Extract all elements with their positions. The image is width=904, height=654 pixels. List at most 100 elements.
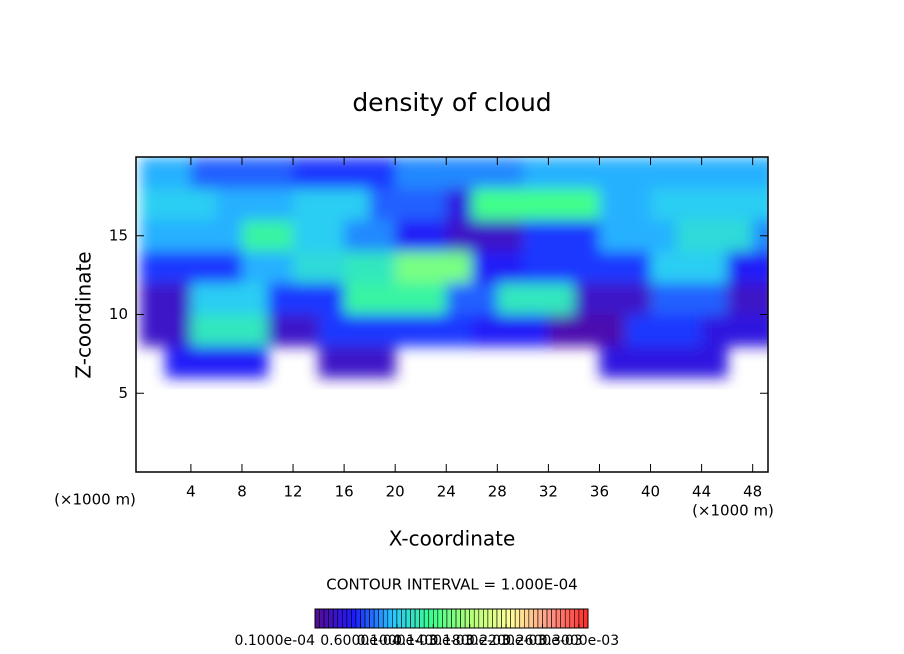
- colorbar-swatch: [319, 608, 325, 629]
- heat-cell: [216, 346, 243, 378]
- heat-cell: [420, 157, 447, 189]
- heat-cell: [369, 157, 396, 189]
- colorbar-swatch: [401, 608, 407, 629]
- heat-cell: [190, 314, 217, 347]
- heat-cell: [344, 283, 371, 315]
- heat-cell: [599, 157, 626, 189]
- heat-cell: [701, 346, 728, 378]
- heat-cell: [599, 188, 626, 221]
- colorbar-swatch: [382, 608, 389, 629]
- colorbar-frame: [314, 608, 589, 629]
- heat-cell: [190, 346, 217, 378]
- colorbar: 0.1000e-04 0.6000e-040.1000e-030.1400e-03…: [235, 608, 619, 649]
- colorbar-swatch: [369, 608, 375, 629]
- heat-cell: [395, 220, 422, 252]
- colorbar-tick-label: 0.6000e-04: [320, 633, 401, 649]
- colorbar-swatch: [351, 608, 357, 629]
- heat-cell: [599, 346, 626, 378]
- heat-cell: [318, 188, 345, 221]
- colorbar-swatch: [437, 608, 443, 629]
- heat-cell: [344, 251, 371, 284]
- heat-cell: [420, 283, 447, 315]
- heat-cell: [190, 188, 217, 221]
- colorbar-swatch: [432, 608, 439, 629]
- colorbar-tick-label: 0.1000e-04: [235, 633, 316, 649]
- colorbar-swatch: [341, 608, 348, 629]
- colorbar-tick-label: 0.2600e-03: [502, 633, 582, 649]
- heat-cell: [344, 220, 371, 252]
- heat-cell: [216, 157, 243, 189]
- heat-cell: [293, 283, 320, 315]
- heat-cell: [293, 157, 320, 189]
- x-tick-label: 4: [186, 483, 196, 501]
- heat-cell: [573, 314, 600, 347]
- heat-cell: [573, 283, 600, 315]
- heat-cell: [241, 251, 269, 284]
- colorbar-swatch: [551, 608, 557, 629]
- heat-cell: [165, 188, 192, 221]
- x-tick-label: 16: [335, 483, 354, 501]
- y-unit-label: (×1000 m): [54, 491, 136, 509]
- heat-cell: [446, 314, 473, 347]
- heat-cell: [318, 346, 345, 378]
- colorbar-swatch: [410, 608, 416, 629]
- heat-cell: [727, 314, 754, 347]
- heat-cell: [165, 346, 192, 378]
- heat-cell: [727, 188, 754, 221]
- colorbar-swatch: [455, 608, 461, 629]
- heat-cell: [548, 157, 575, 189]
- colorbar-swatch: [323, 608, 329, 629]
- heat-cell: [701, 220, 728, 252]
- colorbar-swatch: [423, 608, 430, 629]
- heat-cell: [599, 283, 626, 315]
- heat-cell: [395, 314, 422, 347]
- heat-cell: [752, 283, 768, 315]
- heat-cell: [267, 314, 294, 347]
- colorbar-swatch: [314, 608, 320, 629]
- heat-cell: [446, 283, 473, 315]
- heat-cell: [139, 188, 166, 221]
- heat-cell: [395, 251, 422, 284]
- heat-cell: [625, 220, 652, 252]
- heat-cell: [497, 314, 524, 347]
- heat-cell: [471, 251, 498, 284]
- heat-cell: [446, 251, 473, 284]
- x-tick-label: 36: [590, 483, 609, 501]
- colorbar-swatch: [473, 608, 480, 629]
- heat-cell: [139, 157, 166, 189]
- x-tick-label: 48: [743, 483, 762, 501]
- colorbar-swatch: [483, 608, 489, 629]
- heat-cell: [625, 314, 652, 347]
- heat-cell: [318, 220, 345, 252]
- heat-cell: [522, 314, 549, 347]
- colorbar-swatch: [451, 608, 457, 629]
- heat-cell: [548, 251, 575, 284]
- heat-cell: [267, 251, 294, 284]
- heat-cell: [599, 251, 626, 284]
- heat-cell: [650, 157, 677, 189]
- heat-cell: [446, 220, 473, 252]
- colorbar-swatch: [492, 608, 498, 629]
- heat-cell: [676, 157, 703, 189]
- heat-cell: [548, 188, 575, 221]
- colorbar-swatch: [428, 608, 434, 629]
- heat-cell: [216, 188, 243, 221]
- heat-cell: [548, 220, 575, 252]
- colorbar-swatch: [510, 608, 516, 629]
- colorbar-swatch: [478, 608, 484, 629]
- heat-cell: [650, 314, 677, 347]
- heat-cell: [216, 220, 243, 252]
- heat-cell: [701, 314, 728, 347]
- heat-cell: [676, 251, 703, 284]
- colorbar-swatch: [560, 608, 566, 629]
- heat-cell: [497, 188, 524, 221]
- heat-cell: [420, 220, 447, 252]
- heat-cell: [676, 346, 703, 378]
- heat-cell: [676, 314, 703, 347]
- heat-cell: [701, 188, 728, 221]
- colorbar-swatch: [355, 608, 361, 629]
- heat-cell: [190, 283, 217, 315]
- heat-cell: [420, 251, 447, 284]
- heat-cell: [139, 283, 166, 315]
